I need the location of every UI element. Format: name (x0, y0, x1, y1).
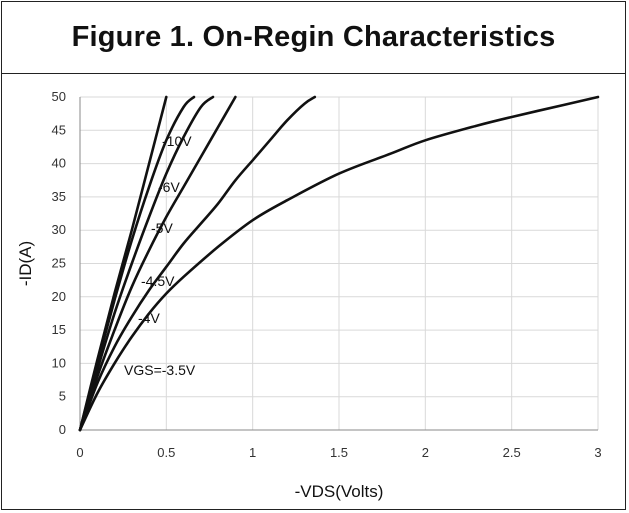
series-line (78, 95, 215, 432)
curve-label: VGS=-3.5V (124, 362, 196, 378)
y-tick-label: 30 (52, 222, 66, 237)
x-tick-label: 0.5 (157, 445, 175, 460)
series-line (78, 95, 196, 432)
x-axis-label: -VDS(Volts) (295, 482, 384, 501)
y-tick-label: 25 (52, 256, 66, 271)
y-tick-label: 35 (52, 189, 66, 204)
curve-label: -6V (158, 179, 180, 195)
y-tick-label: 5 (59, 389, 66, 404)
figure-title: Figure 1. On-Regin Characteristics (71, 21, 556, 53)
y-tick-label: 15 (52, 322, 66, 337)
y-axis-label: -ID(A) (16, 241, 35, 286)
grid-lines (79, 96, 599, 431)
title-bar: Figure 1. On-Regin Characteristics (2, 2, 625, 74)
series-line (78, 95, 600, 432)
y-tick-label: 10 (52, 355, 66, 370)
tick-labels: 0 5 10 15 20 25 30 35 40 45 50 0 0.5 1 1.5 2 2.5 3 (52, 89, 602, 460)
x-tick-label: 1.5 (330, 445, 348, 460)
y-tick-label: 45 (52, 122, 66, 137)
curve-label: -4.5V (141, 273, 175, 289)
x-tick-label: 1 (249, 445, 256, 460)
y-tick-label: 50 (52, 89, 66, 104)
x-tick-label: 2 (422, 445, 429, 460)
series-line (78, 95, 237, 432)
curve-label: -5V (151, 220, 173, 236)
x-tick-label: 3 (594, 445, 601, 460)
y-tick-label: 40 (52, 156, 66, 171)
y-tick-label: 0 (59, 422, 66, 437)
curve-label: -4V (138, 310, 160, 326)
x-tick-label: 2.5 (503, 445, 521, 460)
x-tick-label: 0 (76, 445, 83, 460)
axes (79, 97, 598, 431)
y-tick-label: 20 (52, 289, 66, 304)
curve-label: -10V (162, 133, 192, 149)
curve-labels: -10V -6V -5V -4.5V -4V VGS=-3.5V (124, 133, 196, 378)
series-line (78, 95, 317, 432)
series-lines (78, 95, 600, 432)
